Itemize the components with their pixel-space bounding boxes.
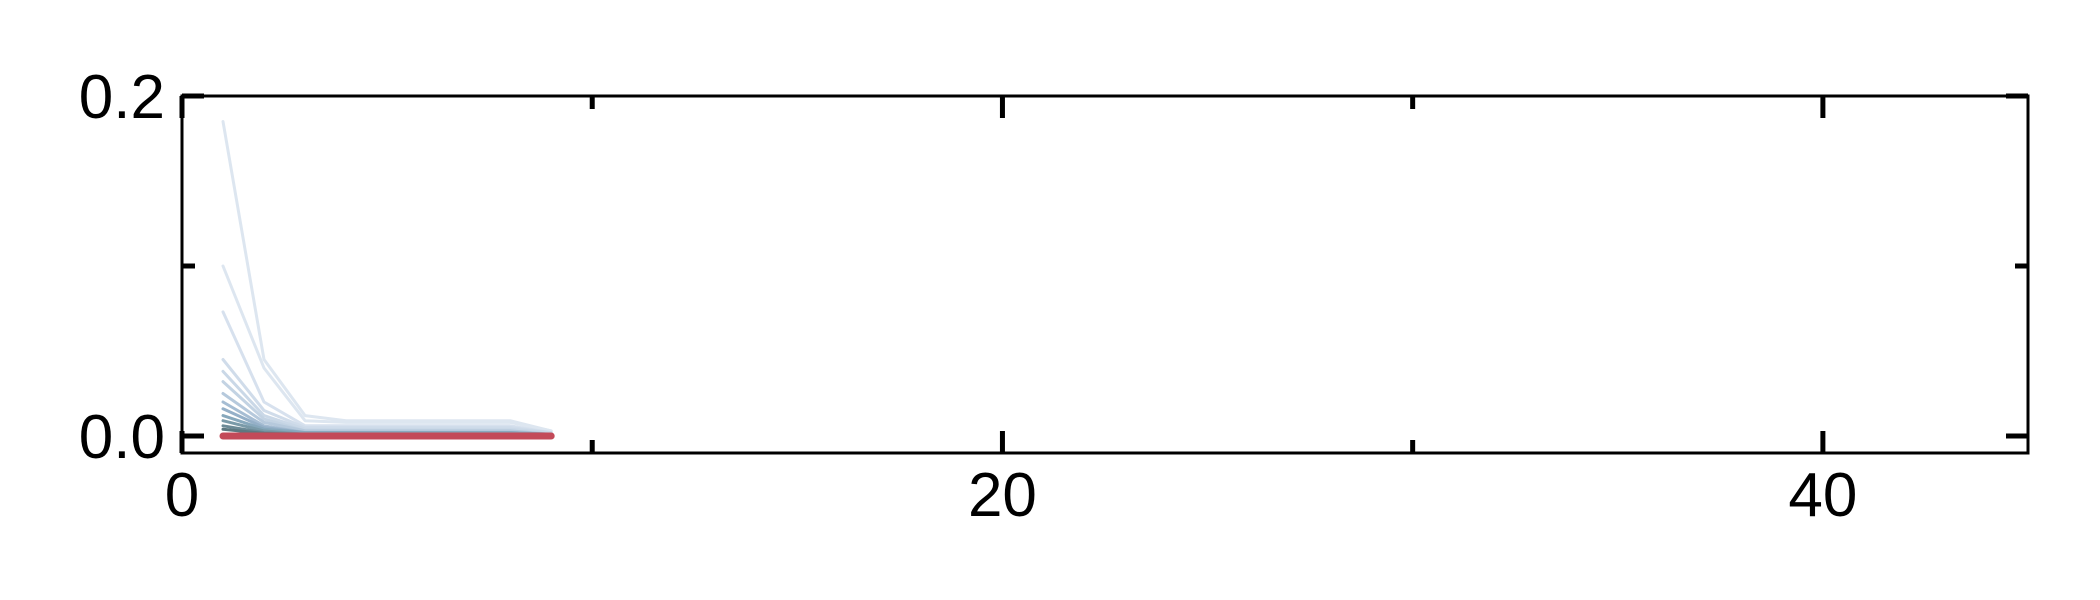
series-line bbox=[221, 120, 553, 433]
x-tick-label: 40 bbox=[1788, 461, 1857, 530]
x-tick-label: 0 bbox=[165, 461, 199, 530]
plot-frame bbox=[180, 94, 2030, 455]
series-line bbox=[221, 264, 553, 433]
x-tick-label: 20 bbox=[968, 461, 1037, 530]
series-line bbox=[221, 369, 553, 435]
tick-labels: 0 20 40 0.0 0.2 bbox=[79, 63, 1858, 530]
y-tick-label: 0.2 bbox=[79, 63, 165, 132]
series-line bbox=[221, 358, 553, 435]
y-tick-label: 0.0 bbox=[79, 403, 165, 472]
series-line bbox=[221, 392, 553, 436]
series-line bbox=[221, 310, 553, 435]
ticks-layer bbox=[179, 93, 2028, 453]
series-layer bbox=[219, 120, 555, 440]
